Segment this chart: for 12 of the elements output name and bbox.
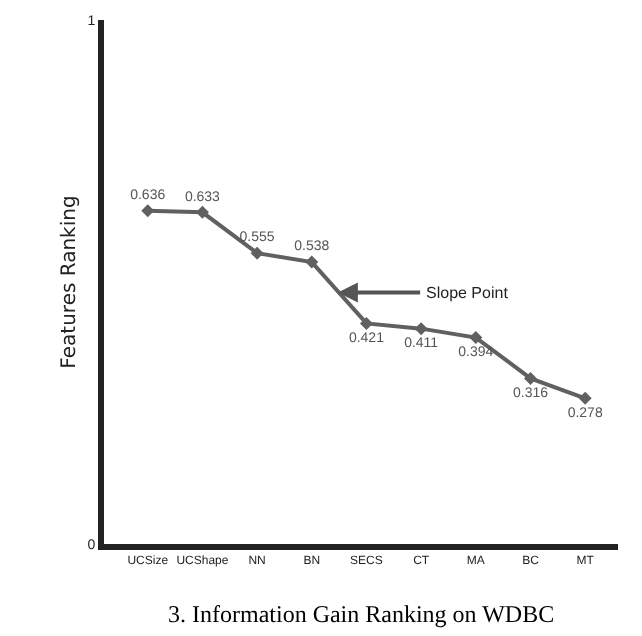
point bbox=[250, 246, 264, 260]
point bbox=[578, 391, 592, 405]
point bbox=[414, 322, 428, 336]
y-axis-title: Features Ranking bbox=[59, 195, 82, 369]
annotation: Slope Point bbox=[426, 284, 510, 302]
point bbox=[141, 204, 155, 218]
point bbox=[195, 205, 209, 219]
point bbox=[469, 331, 483, 345]
point bbox=[305, 255, 319, 269]
point bbox=[359, 316, 373, 330]
point bbox=[524, 371, 538, 385]
text: 3. Information Gain Ranking on WDBC bbox=[168, 600, 555, 628]
